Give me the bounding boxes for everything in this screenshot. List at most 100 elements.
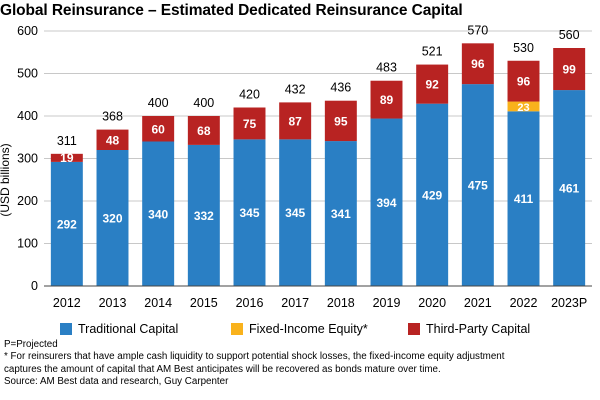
legend-item-fixed-income: Fixed-Income Equity* xyxy=(231,322,368,336)
segment-value-label: 332 xyxy=(194,209,214,223)
total-value-label: 521 xyxy=(422,45,443,59)
gridlines xyxy=(44,30,592,244)
bar-traditional xyxy=(370,118,403,286)
bar-third-party xyxy=(324,100,357,142)
bar-traditional xyxy=(96,150,129,286)
bar-third-party xyxy=(461,43,494,85)
y-tick-label: 500 xyxy=(17,67,38,81)
bar-traditional xyxy=(416,103,449,286)
source-note: Source: AM Best data and research, Guy C… xyxy=(4,375,229,387)
bar-third-party xyxy=(187,116,220,145)
x-tick-label: 2020 xyxy=(418,296,446,310)
segment-value-label: 394 xyxy=(376,196,396,210)
data-labels: 292 19 311 320 48 368 340 60 400 332 68 400 345 75 420… xyxy=(57,23,580,231)
bar-traditional xyxy=(553,90,586,286)
bar-traditional xyxy=(461,84,494,286)
total-value-label: 400 xyxy=(193,96,214,110)
footnote-line-2: captures the amount of capital that AM B… xyxy=(4,363,441,375)
segment-value-label: 96 xyxy=(471,57,485,71)
segment-value-label: 429 xyxy=(422,188,442,202)
segment-value-label: 19 xyxy=(60,151,74,165)
x-tick-label: 2014 xyxy=(144,296,172,310)
legend-label-traditional: Traditional Capital xyxy=(78,322,179,336)
bar-third-party xyxy=(96,129,129,150)
segment-value-label: 87 xyxy=(288,114,302,128)
legend-swatch-traditional xyxy=(60,323,72,335)
total-value-label: 483 xyxy=(376,61,397,75)
x-tick-label: 2012 xyxy=(53,296,81,310)
total-value-label: 570 xyxy=(467,23,488,37)
segment-value-label: 60 xyxy=(151,122,165,136)
legend-label-third-party: Third-Party Capital xyxy=(426,322,531,336)
footnote-line-1: * For reinsurers that have ample cash li… xyxy=(4,351,505,363)
segment-value-label: 345 xyxy=(285,206,305,220)
legend-swatch-third-party xyxy=(408,323,420,335)
segment-value-label: 341 xyxy=(331,207,351,221)
x-tick-label: 2021 xyxy=(464,296,492,310)
segment-value-label: 461 xyxy=(559,182,579,196)
y-tick-label: 300 xyxy=(17,152,38,166)
total-value-label: 420 xyxy=(239,88,260,102)
legend-item-traditional: Traditional Capital xyxy=(60,322,178,336)
y-tick-label: 100 xyxy=(17,237,38,251)
segment-value-label: 411 xyxy=(514,192,534,206)
bar-traditional xyxy=(187,144,220,286)
segment-value-label: 99 xyxy=(562,63,576,77)
x-tick-label: 2016 xyxy=(236,296,264,310)
segment-value-label: 75 xyxy=(243,117,257,131)
total-value-label: 560 xyxy=(559,28,580,42)
x-tick-label: 2018 xyxy=(327,296,355,310)
segment-value-label: 95 xyxy=(334,114,348,128)
legend-swatch-fixed-income xyxy=(231,323,243,335)
total-value-label: 311 xyxy=(57,134,77,148)
y-tick-label: 200 xyxy=(17,194,38,208)
x-tick-label: 2023P xyxy=(551,296,587,310)
y-tick-label: 400 xyxy=(17,109,38,123)
segment-value-label: 475 xyxy=(468,179,488,193)
bar-third-party xyxy=(50,153,83,162)
y-tick-label: 600 xyxy=(17,24,38,38)
bar-traditional xyxy=(233,139,266,286)
total-value-label: 368 xyxy=(102,110,123,124)
bar-traditional xyxy=(324,141,357,286)
segment-value-label: 96 xyxy=(517,75,531,89)
segment-value-label: 292 xyxy=(57,217,77,231)
axes: (USD billions) 0 100 200 300 400 500 600 2012 20… xyxy=(0,24,592,310)
x-tick-label: 2022 xyxy=(510,296,538,310)
chart-notes: P=Projected * For reinsurers that have a… xyxy=(4,339,600,388)
chart-title: Global Reinsurance – Estimated Dedicated… xyxy=(0,2,463,19)
bar-third-party xyxy=(279,102,312,140)
x-tick-label: 2013 xyxy=(99,296,127,310)
total-value-label: 530 xyxy=(513,41,534,55)
segment-value-label: 89 xyxy=(380,93,394,107)
bar-third-party xyxy=(142,116,175,142)
bar-fixed-income xyxy=(507,101,540,112)
segment-value-label: 23 xyxy=(517,102,529,114)
segment-value-label: 320 xyxy=(102,212,122,226)
total-value-label: 400 xyxy=(148,96,169,110)
segment-value-label: 68 xyxy=(197,124,211,138)
legend-label-fixed-income: Fixed-Income Equity* xyxy=(249,322,368,336)
x-tick-label: 2019 xyxy=(373,296,401,310)
total-value-label: 436 xyxy=(330,81,351,95)
bar-third-party xyxy=(507,60,540,102)
segment-value-label: 345 xyxy=(239,206,259,220)
bar-third-party xyxy=(370,80,403,119)
segment-value-label: 92 xyxy=(425,78,439,92)
y-tick-label: 0 xyxy=(31,279,38,293)
x-tick-label: 2015 xyxy=(190,296,218,310)
segment-value-label: 48 xyxy=(106,133,120,147)
bar-third-party xyxy=(553,48,586,91)
projected-note: P=Projected xyxy=(4,339,58,350)
bar-traditional xyxy=(279,139,312,286)
bar-traditional xyxy=(50,161,83,286)
bars xyxy=(50,43,586,286)
y-axis-label: (USD billions) xyxy=(0,143,12,216)
segment-value-label: 340 xyxy=(148,207,168,221)
total-value-label: 432 xyxy=(285,82,306,96)
bar-traditional xyxy=(507,111,540,286)
bar-traditional xyxy=(142,141,175,286)
bar-third-party xyxy=(416,64,449,104)
x-tick-label: 2017 xyxy=(281,296,309,310)
